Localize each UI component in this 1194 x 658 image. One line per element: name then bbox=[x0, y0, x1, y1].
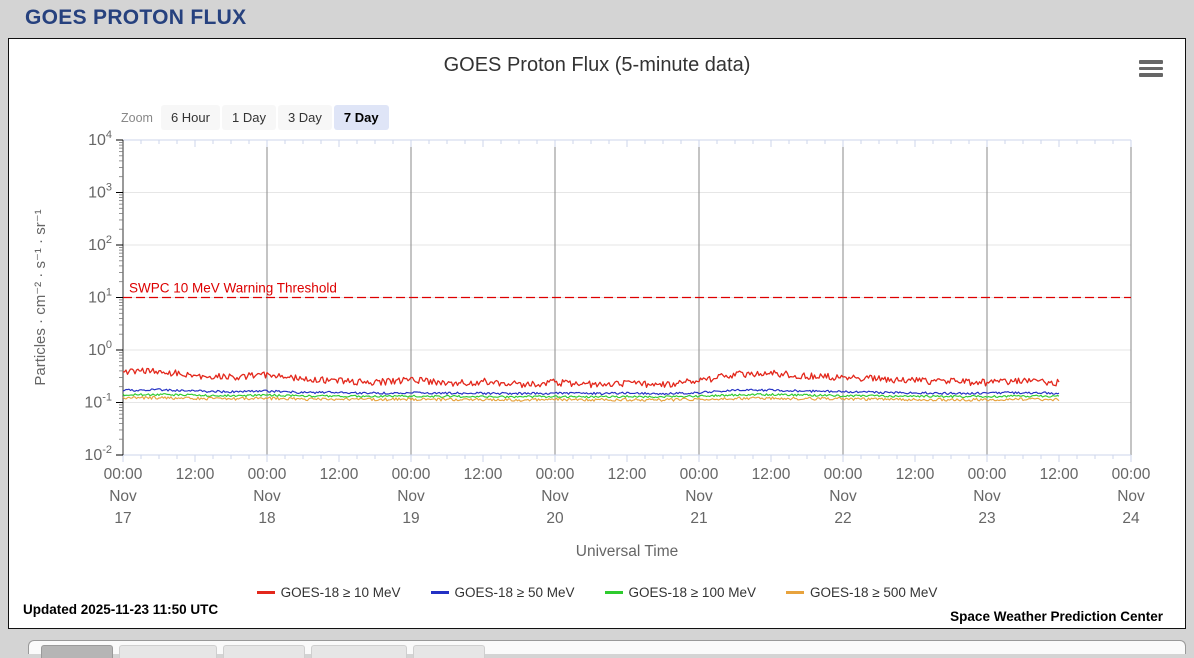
x-tick-time: 12:00 bbox=[896, 466, 935, 483]
legend-item[interactable]: GOES-18 ≥ 100 MeV bbox=[604, 585, 756, 600]
x-tick-month: Nov bbox=[541, 488, 569, 505]
legend-swatch-icon bbox=[430, 591, 449, 594]
chart-legend: GOES-18 ≥ 10 MeV GOES-18 ≥ 50 MeV GOES-18 … bbox=[9, 585, 1185, 600]
x-tick-month: Nov bbox=[685, 488, 713, 505]
bottom-tabs-group bbox=[41, 645, 485, 658]
x-tick-time: 00:00 bbox=[104, 466, 143, 483]
x-tick-time: 00:00 bbox=[824, 466, 863, 483]
x-tick-month: Nov bbox=[1117, 488, 1145, 505]
legend-item[interactable]: GOES-18 ≥ 50 MeV bbox=[430, 585, 575, 600]
zoom-button-6-hour[interactable]: 6 Hour bbox=[160, 105, 220, 130]
zoom-toolbar-label: Zoom bbox=[121, 110, 153, 125]
x-tick-time: 00:00 bbox=[392, 466, 431, 483]
x-tick-time: 00:00 bbox=[680, 466, 719, 483]
legend-label: GOES-18 ≥ 500 MeV bbox=[809, 585, 938, 600]
x-tick-month: Nov bbox=[829, 488, 857, 505]
x-tick-day: 22 bbox=[834, 510, 851, 527]
legend-swatch-icon bbox=[604, 591, 623, 594]
x-tick-month: Nov bbox=[253, 488, 281, 505]
x-tick-month: Nov bbox=[109, 488, 137, 505]
x-tick-day: 18 bbox=[258, 510, 275, 527]
x-tick-month: Nov bbox=[397, 488, 425, 505]
x-tick-time: 00:00 bbox=[536, 466, 575, 483]
legend-swatch-icon bbox=[785, 591, 804, 594]
y-tick-label: 101 bbox=[88, 287, 112, 307]
hamburger-bar bbox=[1139, 73, 1163, 77]
x-tick-day: 23 bbox=[978, 510, 995, 527]
legend-item[interactable]: GOES-18 ≥ 10 MeV bbox=[256, 585, 401, 600]
x-tick-time: 12:00 bbox=[608, 466, 647, 483]
y-axis-title: Particles · cm⁻² · s⁻¹ · sr⁻¹ bbox=[32, 209, 49, 385]
threshold-label: SWPC 10 MeV Warning Threshold bbox=[129, 281, 337, 296]
x-tick-day: 21 bbox=[690, 510, 707, 527]
x-tick-month: Nov bbox=[973, 488, 1001, 505]
x-tick-time: 00:00 bbox=[968, 466, 1007, 483]
x-tick-day: 17 bbox=[114, 510, 131, 527]
bottom-tab[interactable] bbox=[41, 645, 113, 658]
bottom-tab[interactable] bbox=[413, 645, 485, 658]
legend-label: GOES-18 ≥ 50 MeV bbox=[454, 585, 575, 600]
y-tick-label: 103 bbox=[88, 182, 112, 202]
x-tick-time: 12:00 bbox=[752, 466, 791, 483]
zoom-button-3-day[interactable]: 3 Day bbox=[277, 105, 332, 130]
x-tick-time: 00:00 bbox=[248, 466, 287, 483]
x-tick-time: 12:00 bbox=[320, 466, 359, 483]
x-tick-time: 00:00 bbox=[1112, 466, 1151, 483]
proton-flux-chart: 10-2 10-1 100 101 102 103 104 00:00 Nov 17 12:00 00… bbox=[32, 129, 1151, 560]
x-axis-title: Universal Time bbox=[576, 543, 679, 560]
hamburger-bar bbox=[1139, 66, 1163, 70]
swpc-credit: Space Weather Prediction Center bbox=[950, 609, 1163, 624]
chart-panel: 10-2 10-1 100 101 102 103 104 00:00 Nov 17 12:00 00… bbox=[8, 38, 1186, 629]
zoom-toolbar: Zoom 6 Hour 1 Day 3 Day 7 Day bbox=[121, 105, 391, 130]
series-line bbox=[122, 395, 1060, 402]
x-tick-day: 20 bbox=[546, 510, 564, 527]
bottom-tab[interactable] bbox=[119, 645, 217, 658]
series-line bbox=[122, 393, 1060, 399]
page-title: GOES PROTON FLUX bbox=[25, 6, 247, 29]
hamburger-menu-icon[interactable] bbox=[1139, 60, 1163, 79]
updated-timestamp: Updated 2025-11-23 11:50 UTC bbox=[23, 602, 219, 617]
x-tick-time: 12:00 bbox=[464, 466, 503, 483]
legend-label: GOES-18 ≥ 100 MeV bbox=[628, 585, 756, 600]
y-tick-label: 102 bbox=[88, 234, 112, 254]
legend-item[interactable]: GOES-18 ≥ 500 MeV bbox=[785, 585, 938, 600]
bottom-tab[interactable] bbox=[223, 645, 305, 658]
bottom-tab[interactable] bbox=[311, 645, 407, 658]
bottom-tab-bar bbox=[28, 640, 1186, 658]
zoom-buttons-group: 6 Hour 1 Day 3 Day 7 Day bbox=[160, 105, 391, 130]
series-line bbox=[122, 367, 1060, 389]
zoom-button-1-day[interactable]: 1 Day bbox=[221, 105, 276, 130]
x-tick-day: 24 bbox=[1122, 510, 1140, 527]
x-tick-time: 12:00 bbox=[176, 466, 215, 483]
y-tick-label: 10-1 bbox=[84, 392, 112, 412]
legend-label: GOES-18 ≥ 10 MeV bbox=[280, 585, 401, 600]
zoom-button-7-day[interactable]: 7 Day bbox=[333, 105, 389, 130]
x-tick-day: 19 bbox=[402, 510, 419, 527]
chart-title: GOES Proton Flux (5-minute data) bbox=[443, 54, 751, 76]
x-tick-time: 12:00 bbox=[1040, 466, 1079, 483]
y-tick-label: 104 bbox=[88, 129, 112, 149]
y-tick-label: 100 bbox=[88, 339, 112, 359]
legend-swatch-icon bbox=[256, 591, 275, 594]
hamburger-bar bbox=[1139, 60, 1163, 64]
series-line bbox=[122, 388, 1060, 396]
y-tick-label: 10-2 bbox=[84, 444, 112, 464]
